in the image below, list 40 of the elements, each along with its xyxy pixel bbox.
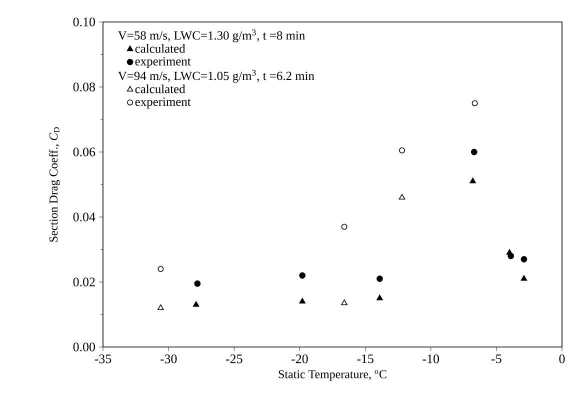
annotation: V=58 m/s, LWC=1.30 g/m$^{3}$, t =8 min — [118, 29, 305, 42]
y-tick-label: 0.06 — [73, 148, 96, 156]
y-tick-label: 0.04 — [73, 212, 96, 222]
y-tick-label: 0.00 — [73, 342, 96, 352]
point — [376, 294, 383, 300]
x-tick-label: -35 — [94, 354, 112, 364]
point — [299, 298, 306, 304]
x-axis-title: Static Temperature, $^{o}$C — [278, 370, 386, 381]
point — [376, 276, 383, 282]
point — [398, 194, 406, 200]
point — [520, 275, 528, 281]
legend-label: calculated — [135, 44, 186, 53]
x-tick-label: -10 — [422, 354, 440, 364]
legend-label: experiment — [135, 98, 191, 108]
x-tick-label: -15 — [357, 354, 374, 364]
point — [470, 178, 476, 184]
point — [508, 252, 514, 260]
y-tick-label: 0.02 — [73, 278, 95, 286]
x-tick-label: -30 — [160, 354, 177, 364]
point — [194, 280, 201, 287]
x-tick-label: 0 — [559, 354, 565, 364]
x-tick-label: -20 — [292, 354, 308, 364]
legend-label: calculated — [135, 84, 186, 94]
point — [472, 100, 478, 106]
point — [299, 272, 306, 279]
x-tick-label: -25 — [226, 354, 242, 364]
y-axis-title: Section Drag Coeff., C$_{D}$ — [49, 127, 60, 242]
point — [470, 148, 478, 156]
x-tick-label: -5 — [492, 354, 502, 364]
point — [341, 224, 348, 230]
y-tick-label: 0.08 — [73, 82, 96, 92]
point — [399, 147, 405, 154]
y-tick-label: 0.10 — [73, 18, 96, 26]
point — [192, 301, 200, 307]
point — [158, 266, 164, 272]
legend-label: experiment — [135, 57, 191, 68]
point — [520, 256, 528, 262]
annotation: V=94 m/s, LWC=1.05 g/m$^{3}$, t =6.2 min — [118, 70, 314, 83]
point — [341, 300, 348, 306]
point — [158, 304, 164, 310]
